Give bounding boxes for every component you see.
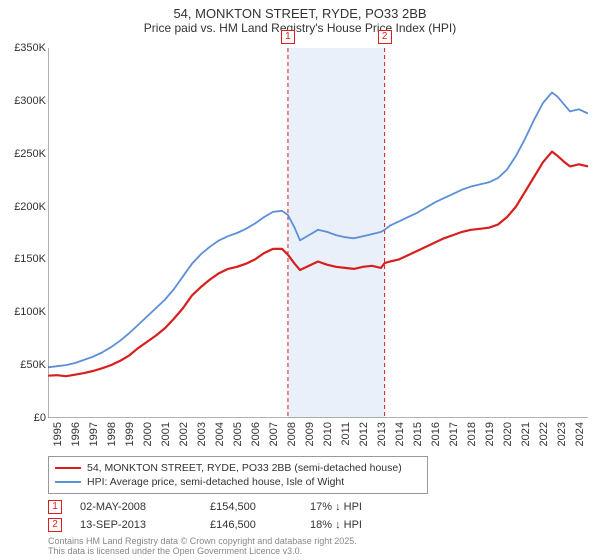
- sale-price: £146,500: [210, 519, 310, 531]
- x-tick-label: 1997: [88, 422, 100, 452]
- x-tick-label: 1996: [70, 422, 82, 452]
- x-tick-label: 2018: [466, 422, 478, 452]
- legend-swatch: [55, 467, 81, 469]
- sales-row: 2 13-SEP-2013 £146,500 18% ↓ HPI: [48, 516, 410, 534]
- x-tick-label: 2012: [358, 422, 370, 452]
- footer: Contains HM Land Registry data © Crown c…: [48, 536, 357, 557]
- x-tick-label: 2003: [196, 422, 208, 452]
- x-tick-label: 2013: [376, 422, 388, 452]
- y-tick-label: £300K: [2, 95, 46, 107]
- sale-price: £154,500: [210, 501, 310, 513]
- title-block: 54, MONKTON STREET, RYDE, PO33 2BB Price…: [0, 0, 600, 37]
- x-tick-label: 2009: [304, 422, 316, 452]
- y-tick-label: £250K: [2, 148, 46, 160]
- sales-table: 1 02-MAY-2008 £154,500 17% ↓ HPI 2 13-SE…: [48, 498, 410, 534]
- y-tick-label: £50K: [2, 359, 46, 371]
- x-tick-label: 2022: [538, 422, 550, 452]
- footer-line: Contains HM Land Registry data © Crown c…: [48, 536, 357, 546]
- x-tick-label: 2014: [394, 422, 406, 452]
- x-tick-label: 2019: [484, 422, 496, 452]
- x-tick-label: 2001: [160, 422, 172, 452]
- sale-marker-box: 2: [378, 30, 392, 44]
- sales-row: 1 02-MAY-2008 £154,500 17% ↓ HPI: [48, 498, 410, 516]
- x-tick-label: 2002: [178, 422, 190, 452]
- x-tick-label: 2004: [214, 422, 226, 452]
- legend-row: HPI: Average price, semi-detached house,…: [55, 475, 421, 489]
- x-tick-label: 1999: [124, 422, 136, 452]
- x-tick-label: 2021: [520, 422, 532, 452]
- y-tick-label: £350K: [2, 42, 46, 54]
- y-tick-label: £200K: [2, 201, 46, 213]
- sale-date: 13-SEP-2013: [80, 519, 210, 531]
- x-tick-label: 2007: [268, 422, 280, 452]
- title-address: 54, MONKTON STREET, RYDE, PO33 2BB: [0, 6, 600, 21]
- x-tick-label: 1998: [106, 422, 118, 452]
- sale-delta: 18% ↓ HPI: [310, 519, 410, 531]
- sale-marker-box: 1: [281, 30, 295, 44]
- y-tick-label: £0: [2, 412, 46, 424]
- x-tick-label: 2024: [574, 422, 586, 452]
- legend: 54, MONKTON STREET, RYDE, PO33 2BB (semi…: [48, 456, 428, 494]
- title-subtitle: Price paid vs. HM Land Registry's House …: [0, 21, 600, 35]
- x-tick-label: 2020: [502, 422, 514, 452]
- x-tick-label: 2015: [412, 422, 424, 452]
- x-tick-label: 2017: [448, 422, 460, 452]
- x-tick-label: 2023: [556, 422, 568, 452]
- sale-date: 02-MAY-2008: [80, 501, 210, 513]
- sale-marker-icon: 1: [48, 500, 62, 514]
- x-tick-label: 2016: [430, 422, 442, 452]
- x-tick-label: 2008: [286, 422, 298, 452]
- sale-marker-icon: 2: [48, 518, 62, 532]
- legend-label: 54, MONKTON STREET, RYDE, PO33 2BB (semi…: [87, 462, 402, 474]
- x-tick-label: 1995: [52, 422, 64, 452]
- y-tick-label: £100K: [2, 306, 46, 318]
- x-tick-label: 2006: [250, 422, 262, 452]
- x-tick-label: 2005: [232, 422, 244, 452]
- x-tick-label: 2011: [340, 422, 352, 452]
- chart-svg: [48, 48, 588, 418]
- legend-row: 54, MONKTON STREET, RYDE, PO33 2BB (semi…: [55, 461, 421, 475]
- sale-delta: 17% ↓ HPI: [310, 501, 410, 513]
- footer-line: This data is licensed under the Open Gov…: [48, 546, 357, 556]
- y-tick-label: £150K: [2, 253, 46, 265]
- x-tick-label: 2010: [322, 422, 334, 452]
- legend-swatch: [55, 481, 81, 483]
- legend-label: HPI: Average price, semi-detached house,…: [87, 476, 344, 488]
- chart-area: [48, 48, 588, 418]
- chart-container: 54, MONKTON STREET, RYDE, PO33 2BB Price…: [0, 0, 600, 560]
- x-tick-label: 2000: [142, 422, 154, 452]
